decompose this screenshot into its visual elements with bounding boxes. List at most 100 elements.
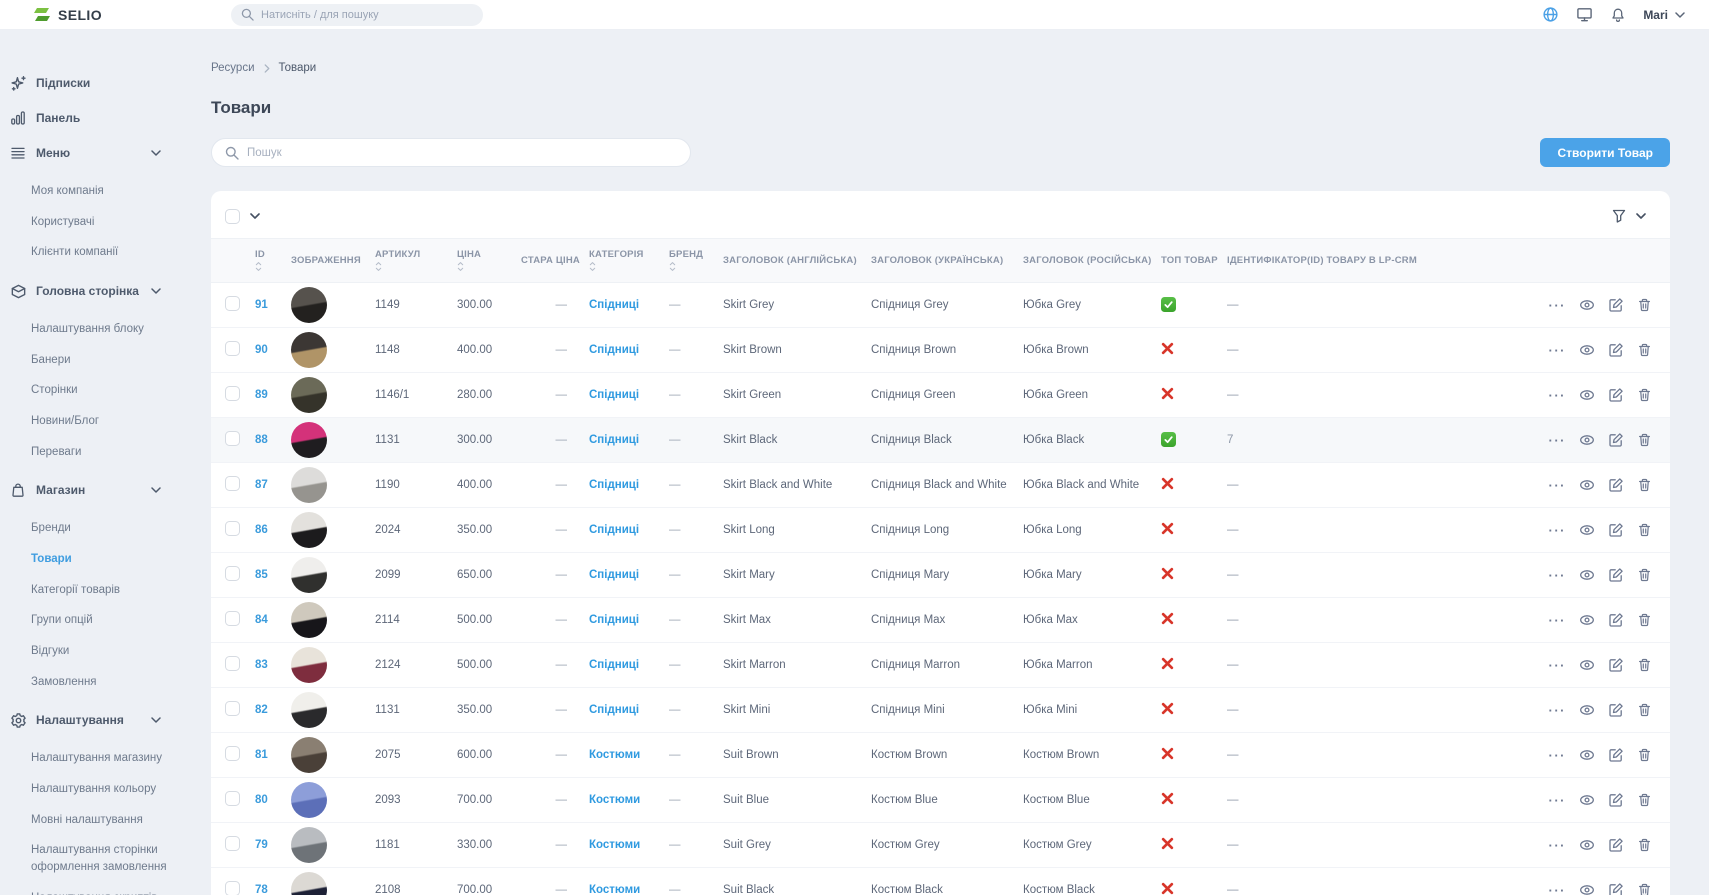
edit-button[interactable] (1608, 387, 1624, 403)
delete-button[interactable] (1637, 792, 1652, 808)
create-product-button[interactable]: Створити Товар (1540, 138, 1670, 167)
delete-button[interactable] (1637, 747, 1652, 763)
product-id-link[interactable]: 89 (255, 389, 268, 401)
sidebar-item-company-clients[interactable]: Клієнти компанії (31, 246, 119, 259)
row-checkbox[interactable] (225, 656, 240, 671)
delete-button[interactable] (1637, 522, 1652, 538)
delete-button[interactable] (1637, 657, 1652, 673)
product-id-link[interactable]: 88 (255, 434, 268, 446)
product-id-link[interactable]: 90 (255, 344, 268, 356)
sidebar-item-orders[interactable]: Замовлення (31, 675, 97, 688)
edit-button[interactable] (1608, 702, 1624, 718)
view-button[interactable] (1579, 567, 1595, 583)
row-more-actions-button[interactable]: ··· (1548, 297, 1566, 313)
category-link[interactable]: Спідниці (589, 479, 640, 491)
category-link[interactable]: Костюми (589, 794, 641, 806)
category-link[interactable]: Спідниці (589, 614, 640, 626)
bell-icon[interactable] (1610, 7, 1626, 23)
delete-button[interactable] (1637, 432, 1652, 448)
view-button[interactable] (1579, 477, 1595, 493)
category-link[interactable]: Костюми (589, 749, 641, 761)
category-link[interactable]: Спідниці (589, 389, 640, 401)
select-menu-chevron-down-icon[interactable] (250, 213, 260, 219)
category-link[interactable]: Спідниці (589, 704, 640, 716)
view-button[interactable] (1579, 432, 1595, 448)
filter-chevron-down-icon[interactable] (1636, 213, 1646, 219)
row-checkbox[interactable] (225, 296, 240, 311)
sidebar-item-pages[interactable]: Сторінки (31, 384, 78, 397)
row-more-actions-button[interactable]: ··· (1548, 657, 1566, 673)
row-more-actions-button[interactable]: ··· (1548, 882, 1566, 895)
sidebar-item-settings[interactable]: Налаштування (0, 708, 195, 732)
row-checkbox[interactable] (225, 881, 240, 895)
sidebar-item-dashboard[interactable]: Панель (0, 106, 195, 130)
product-id-link[interactable]: 80 (255, 794, 268, 806)
row-more-actions-button[interactable]: ··· (1548, 747, 1566, 763)
column-header-article[interactable]: АРТИКУЛ (369, 238, 451, 283)
category-link[interactable]: Спідниці (589, 524, 640, 536)
row-checkbox[interactable] (225, 701, 240, 716)
delete-button[interactable] (1637, 387, 1652, 403)
category-link[interactable]: Спідниці (589, 344, 640, 356)
row-checkbox[interactable] (225, 521, 240, 536)
sidebar-item-banners[interactable]: Банери (31, 353, 71, 366)
product-id-link[interactable]: 84 (255, 614, 268, 626)
edit-button[interactable] (1608, 747, 1624, 763)
sidebar-item-subscriptions[interactable]: Підписки (0, 71, 195, 95)
row-more-actions-button[interactable]: ··· (1548, 432, 1566, 448)
globe-icon[interactable] (1542, 6, 1559, 23)
sidebar-item-option-groups[interactable]: Групи опцій (31, 614, 93, 627)
column-header-brand[interactable]: БРЕНД (663, 238, 717, 283)
row-checkbox[interactable] (225, 386, 240, 401)
products-search-input[interactable] (247, 146, 677, 159)
category-link[interactable]: Костюми (589, 884, 641, 895)
row-more-actions-button[interactable]: ··· (1548, 612, 1566, 628)
delete-button[interactable] (1637, 837, 1652, 853)
row-checkbox[interactable] (225, 431, 240, 446)
view-button[interactable] (1579, 612, 1595, 628)
row-more-actions-button[interactable]: ··· (1548, 522, 1566, 538)
sidebar-item-news-blog[interactable]: Новини/Блог (31, 415, 100, 428)
row-more-actions-button[interactable]: ··· (1548, 477, 1566, 493)
edit-button[interactable] (1608, 882, 1624, 895)
product-id-link[interactable]: 91 (255, 299, 268, 311)
row-more-actions-button[interactable]: ··· (1548, 342, 1566, 358)
column-header-price[interactable]: ЦІНА (451, 238, 515, 283)
edit-button[interactable] (1608, 612, 1624, 628)
product-id-link[interactable]: 81 (255, 749, 268, 761)
row-more-actions-button[interactable]: ··· (1548, 567, 1566, 583)
edit-button[interactable] (1608, 657, 1624, 673)
view-button[interactable] (1579, 522, 1595, 538)
product-id-link[interactable]: 78 (255, 884, 268, 895)
sidebar-item-products[interactable]: Товари (31, 553, 72, 566)
product-id-link[interactable]: 82 (255, 704, 268, 716)
view-button[interactable] (1579, 792, 1595, 808)
sidebar-item-reviews[interactable]: Відгуки (31, 645, 70, 658)
edit-button[interactable] (1608, 522, 1624, 538)
sidebar-item-language-settings[interactable]: Мовні налаштування (31, 813, 143, 826)
logo[interactable]: SELIO (0, 6, 195, 24)
view-button[interactable] (1579, 837, 1595, 853)
row-checkbox[interactable] (225, 611, 240, 626)
delete-button[interactable] (1637, 567, 1652, 583)
delete-button[interactable] (1637, 612, 1652, 628)
row-checkbox[interactable] (225, 836, 240, 851)
sidebar-item-shop[interactable]: Магазин (0, 478, 195, 502)
edit-button[interactable] (1608, 297, 1624, 313)
sidebar-item-checkout-page-settings[interactable]: Налаштування сторінки оформлення замовле… (31, 844, 167, 874)
column-header-id[interactable]: ID (249, 238, 285, 283)
row-checkbox[interactable] (225, 791, 240, 806)
select-all-checkbox[interactable] (225, 208, 240, 224)
category-link[interactable]: Костюми (589, 839, 641, 851)
sidebar-item-shop-settings[interactable]: Налаштування магазину (31, 752, 162, 765)
user-menu[interactable]: Mari (1643, 8, 1685, 22)
row-checkbox[interactable] (225, 476, 240, 491)
product-id-link[interactable]: 83 (255, 659, 268, 671)
view-button[interactable] (1579, 657, 1595, 673)
row-more-actions-button[interactable]: ··· (1548, 792, 1566, 808)
delete-button[interactable] (1637, 477, 1652, 493)
edit-button[interactable] (1608, 477, 1624, 493)
delete-button[interactable] (1637, 882, 1652, 895)
category-link[interactable]: Спідниці (589, 569, 640, 581)
category-link[interactable]: Спідниці (589, 659, 640, 671)
